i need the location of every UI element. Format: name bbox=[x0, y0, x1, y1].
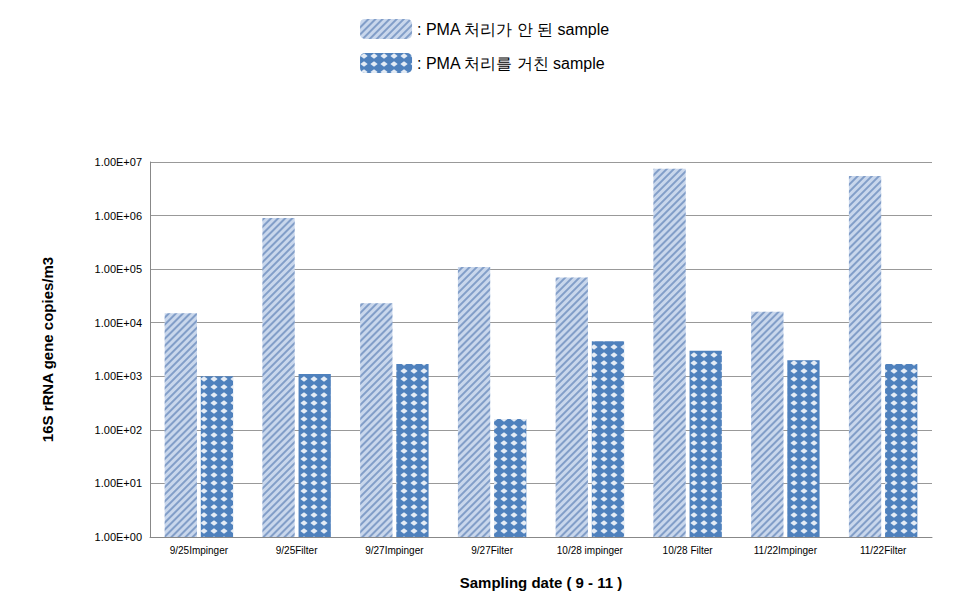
svg-text:: PMA 처리를 거친 sample: : PMA 처리를 거친 sample bbox=[417, 55, 605, 72]
svg-text:1.00E+00: 1.00E+00 bbox=[95, 531, 142, 543]
svg-text:1.00E+05: 1.00E+05 bbox=[95, 263, 142, 275]
svg-text:: PMA 처리가 안 된 sample: : PMA 처리가 안 된 sample bbox=[417, 21, 609, 38]
svg-text:1.00E+01: 1.00E+01 bbox=[95, 477, 142, 489]
svg-text:16S rRNA gene copies/m3: 16S rRNA gene copies/m3 bbox=[39, 257, 56, 442]
svg-text:1.00E+02: 1.00E+02 bbox=[95, 424, 142, 436]
svg-text:10/28 impinger: 10/28 impinger bbox=[557, 545, 624, 556]
svg-text:1.00E+07: 1.00E+07 bbox=[95, 156, 142, 168]
svg-text:1.00E+04: 1.00E+04 bbox=[95, 317, 142, 329]
svg-text:11/22Impinger: 11/22Impinger bbox=[754, 545, 818, 556]
svg-text:9/25Impinger: 9/25Impinger bbox=[170, 545, 229, 556]
svg-text:1.00E+03: 1.00E+03 bbox=[95, 370, 142, 382]
svg-text:11/22Filter: 11/22Filter bbox=[860, 545, 907, 556]
svg-text:10/28 Filter: 10/28 Filter bbox=[663, 545, 714, 556]
svg-text:9/25Filter: 9/25Filter bbox=[276, 545, 318, 556]
svg-text:1.00E+06: 1.00E+06 bbox=[95, 210, 142, 222]
svg-text:9/27Filter: 9/27Filter bbox=[471, 545, 513, 556]
svg-text:Sampling date ( 9 - 11 ): Sampling date ( 9 - 11 ) bbox=[460, 574, 623, 591]
svg-text:9/27Impinger: 9/27Impinger bbox=[365, 545, 424, 556]
